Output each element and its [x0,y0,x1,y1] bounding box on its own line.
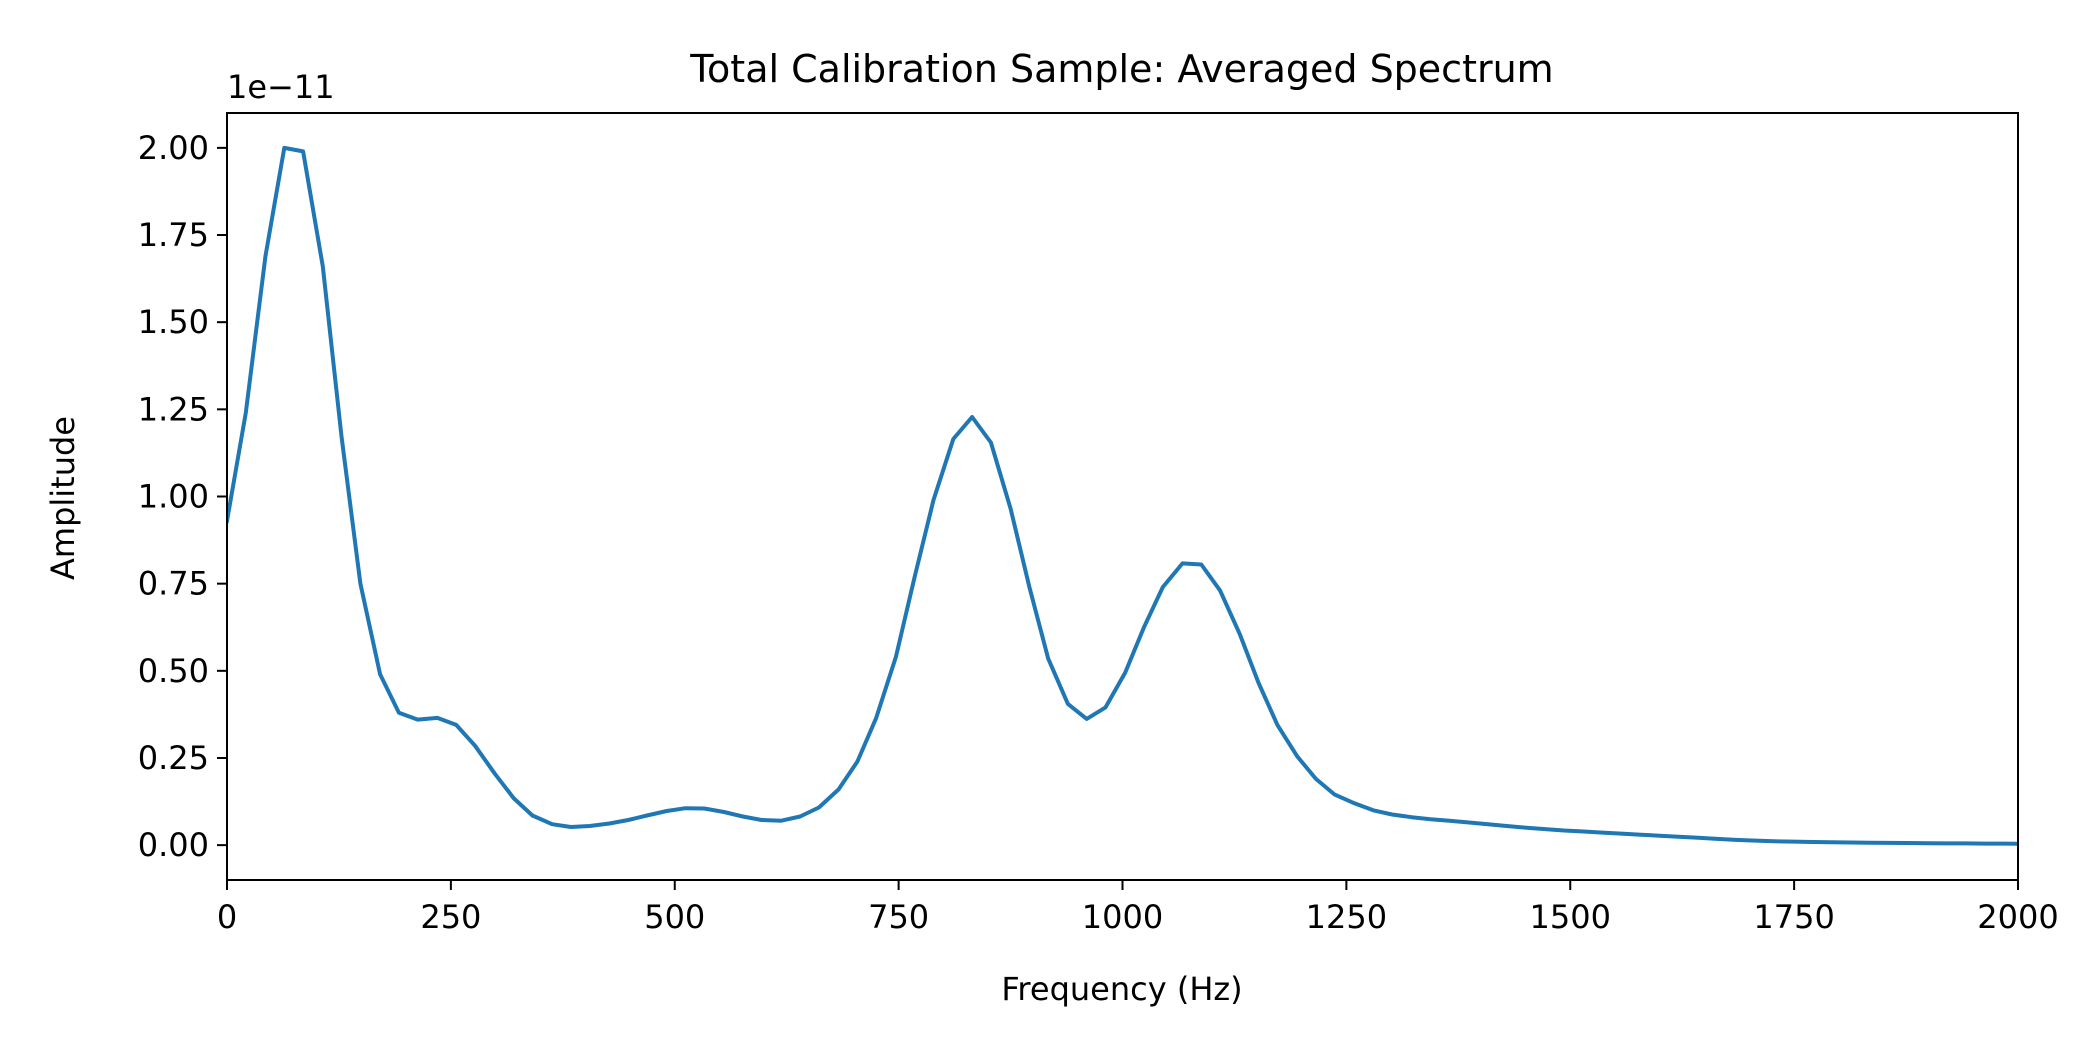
x-tick-label: 1000 [1082,898,1163,936]
y-tick-label: 1.25 [138,390,209,428]
x-tick-label: 750 [868,898,929,936]
axis-ticks: 0 250 500 750 1000 1250 1500 1750 2000 0.00 0.25 0.… [138,129,2059,936]
series-line [227,145,2018,846]
y-tick-label: 0.00 [138,826,209,864]
y-tick-label: 1.00 [138,478,209,516]
y-axis-label: Amplitude [44,416,82,580]
y-tick-label: 0.50 [138,652,209,690]
y-tick-label: 1.75 [138,216,209,254]
y-tick-label: 2.00 [138,129,209,167]
x-tick-label: 2000 [1977,898,2058,936]
x-tick-label: 1750 [1753,898,1834,936]
chart-title: Total Calibration Sample: Averaged Spect… [689,47,1553,91]
x-tick-label: 0 [217,898,237,936]
x-tick-label: 250 [420,898,481,936]
y-tick-label: 1.50 [138,303,209,341]
plot-area [227,145,2018,846]
x-axis-label: Frequency (Hz) [1001,970,1242,1008]
x-tick-label: 1500 [1530,898,1611,936]
x-tick-label: 500 [644,898,705,936]
y-offset-label: 1e−11 [227,68,335,106]
y-tick-label: 0.25 [138,739,209,777]
y-tick-label: 0.75 [138,565,209,603]
axes-frame [226,112,2019,881]
x-tick-label: 1250 [1306,898,1387,936]
